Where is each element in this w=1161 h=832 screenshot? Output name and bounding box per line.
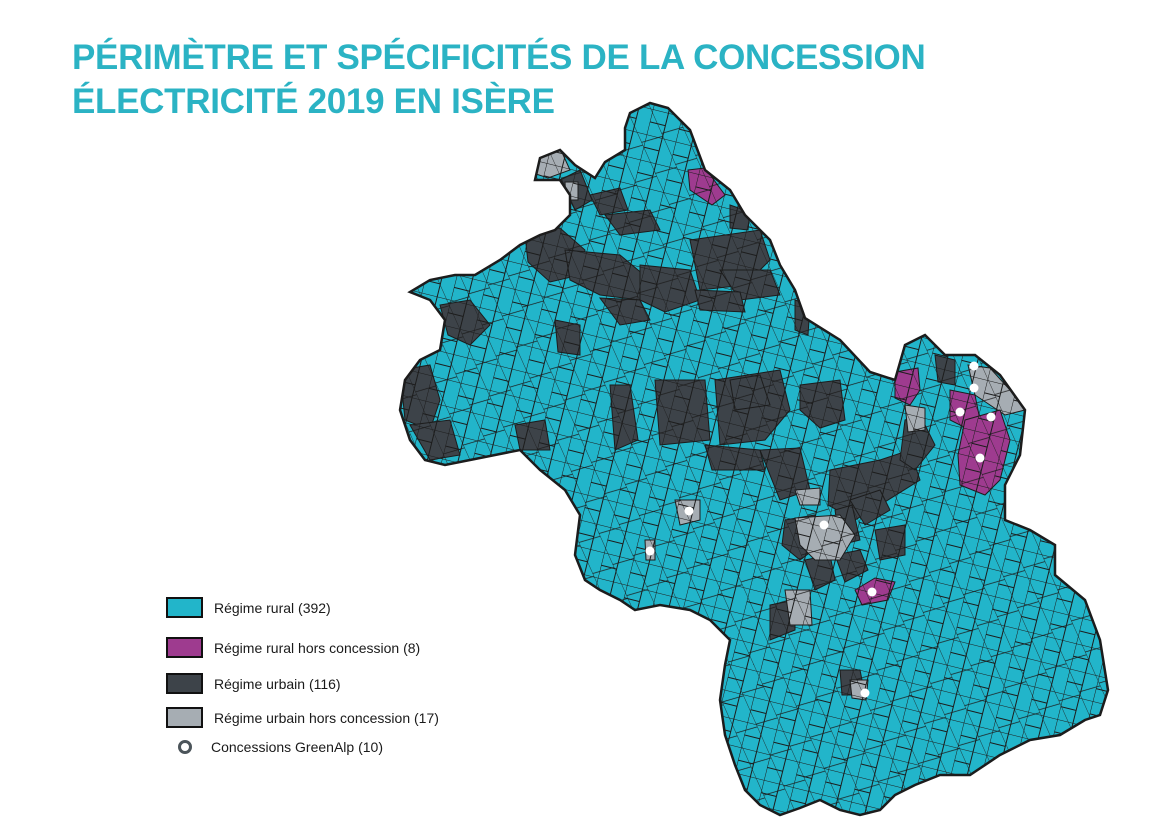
rural-swatch: [166, 597, 203, 618]
legend-urbain-hors-concession-count: (17): [414, 709, 439, 726]
rural-hors-concession-swatch: [166, 637, 203, 658]
legend-item-urbain-hors-concession: Régime urbain hors concession (17): [166, 707, 439, 728]
legend-greenalp-label: Concessions GreenAlp: [211, 739, 355, 755]
legend-item-rural: Régime rural (392): [166, 597, 331, 618]
greenalp-marker-7: [684, 506, 694, 516]
legend-greenalp-count: (10): [358, 739, 383, 755]
urbain-swatch: [166, 673, 203, 694]
greenalp-marker-4: [986, 412, 996, 422]
legend-urbain-hors-concession-label: Régime urbain hors concession: [214, 709, 411, 726]
greenalp-marker-6: [819, 520, 829, 530]
greenalp-marker-9: [867, 587, 877, 597]
map-title-line-1: PÉRIMÈTRE ET SPÉCIFICITÉS DE LA CONCESSI…: [72, 38, 926, 77]
legend-item-greenalp: Concessions GreenAlp (10): [166, 739, 383, 755]
greenalp-marker-10: [860, 688, 870, 698]
greenalp-marker-2: [969, 383, 979, 393]
map-title: PÉRIMÈTRE ET SPÉCIFICITÉS DE LA CONCESSI…: [72, 36, 926, 124]
legend-item-urbain: Régime urbain (116): [166, 673, 341, 694]
greenalp-marker-3: [955, 407, 965, 417]
legend-rural-label: Régime rural: [214, 599, 295, 616]
urbain-hors-concession-swatch: [166, 707, 203, 728]
legend-item-rural-hors-concession: Régime rural hors concession (8): [166, 637, 420, 658]
greenalp-marker-5: [975, 453, 985, 463]
legend-urbain-label: Régime urbain: [214, 675, 306, 692]
legend-rural-count: (392): [298, 599, 331, 616]
ring-icon: [178, 740, 192, 754]
greenalp-marker-1: [969, 361, 979, 371]
map-title-line-2: ÉLECTRICITÉ 2019 EN ISÈRE: [72, 82, 555, 121]
legend-rural-hors-concession-count: (8): [403, 639, 421, 656]
legend-urbain-count: (116): [308, 675, 341, 692]
greenalp-marker-8: [645, 546, 655, 556]
legend-rural-hors-concession-label: Régime rural hors concession: [214, 639, 400, 656]
